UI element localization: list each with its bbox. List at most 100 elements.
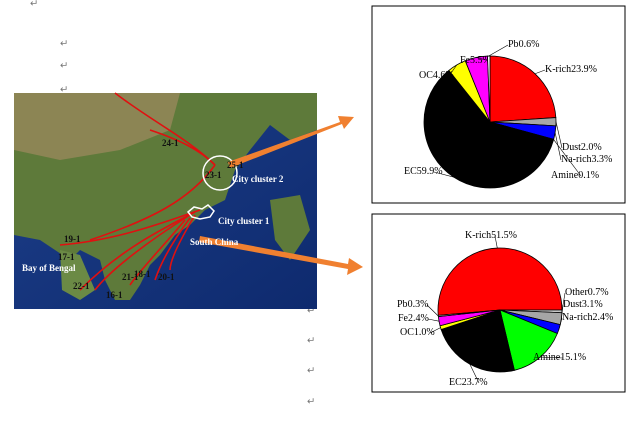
slice-label: Pb0.3% xyxy=(397,299,428,310)
category-label: Amine xyxy=(533,352,561,363)
slice-label: K-rich51.5% xyxy=(465,230,517,241)
paragraph-mark: ↵ xyxy=(30,0,38,9)
leader-line xyxy=(433,171,454,178)
category-label: Dust xyxy=(562,142,581,153)
leader-line xyxy=(448,64,457,77)
leader-line xyxy=(426,304,439,317)
value-label: 2.0% xyxy=(581,142,602,153)
category-label: Pb xyxy=(397,299,408,310)
value-label: 23.7% xyxy=(462,377,488,388)
paragraph-mark: ↵ xyxy=(307,365,315,376)
slice-label: Na-rich3.3% xyxy=(561,154,612,165)
islands xyxy=(270,195,310,260)
map-label: 21-1 xyxy=(122,272,139,282)
leader-line xyxy=(554,132,562,161)
value-label: 0.3% xyxy=(408,299,429,310)
category-label: Na-rich xyxy=(561,154,592,165)
category-label: Dust xyxy=(563,299,582,310)
value-label: 51.5% xyxy=(491,230,517,241)
map-label: 22-1 xyxy=(73,281,90,291)
peninsula xyxy=(60,250,95,300)
map-label: 25-1 xyxy=(227,160,244,170)
value-label: 4.6% xyxy=(433,70,454,81)
map-label: South China xyxy=(190,237,239,247)
category-label: K-rich xyxy=(545,64,571,75)
paragraph-mark: ↵ xyxy=(307,305,315,316)
leader-line xyxy=(427,318,440,322)
map-label: 16-1 xyxy=(106,290,123,300)
pie-charts: K-rich23.9%Dust2.0%Na-rich3.3%Amine0.1%E… xyxy=(397,39,613,388)
category-label: Amine xyxy=(551,170,579,181)
slice-label: EC59.9% xyxy=(404,166,443,177)
slice-label: EC23.7% xyxy=(449,377,488,388)
category-label: K-rich xyxy=(465,230,491,241)
paragraph-mark: ↵ xyxy=(60,38,68,49)
value-label: 0.1% xyxy=(578,170,599,181)
slice-label: OC4.6% xyxy=(419,70,454,81)
map-label: City cluster 1 xyxy=(218,216,270,226)
leader-line xyxy=(555,121,563,149)
arrow xyxy=(199,236,363,275)
slice-label: Pb0.6% xyxy=(508,39,539,50)
category-label: OC xyxy=(419,70,433,81)
slice-label: Fe5.5% xyxy=(460,55,491,66)
leader-line xyxy=(540,356,564,359)
category-label: Other xyxy=(565,287,588,298)
leader-line xyxy=(558,317,563,330)
slice-label: Other0.7% xyxy=(565,287,609,298)
map-label: City cluster 2 xyxy=(232,174,284,184)
leader-line xyxy=(534,69,546,75)
map-label: Bay of Bengal xyxy=(22,263,76,273)
paragraph-marks: ↵ ↵ ↵ ↵ ↵ ↵ ↵ ↵ xyxy=(30,0,315,407)
leader-line xyxy=(561,304,564,319)
category-label: OC xyxy=(400,327,414,338)
slice-label: K-rich23.9% xyxy=(545,64,597,75)
slice-label: Dust2.0% xyxy=(562,142,602,153)
slice-label: Na-rich2.4% xyxy=(562,312,613,323)
pie-slice xyxy=(423,69,555,189)
slice-label: OC1.0% xyxy=(400,327,435,338)
map-label: 17-1 xyxy=(58,252,75,262)
slice-label: Fe2.4% xyxy=(398,313,429,324)
cluster-outline xyxy=(186,204,215,220)
value-label: 5.5% xyxy=(470,55,491,66)
category-label: Na-rich xyxy=(562,312,593,323)
category-label: Fe xyxy=(398,313,409,324)
value-label: 0.6% xyxy=(519,39,540,50)
category-label: EC xyxy=(449,377,462,388)
category-label: EC xyxy=(404,166,417,177)
pie-slice xyxy=(489,55,557,123)
category-label: Fe xyxy=(460,55,471,66)
paragraph-mark: ↵ xyxy=(307,396,315,407)
map-label: 20-1 xyxy=(158,272,175,282)
leader-line xyxy=(494,235,498,249)
pie-slice xyxy=(437,247,563,316)
leader-line xyxy=(488,44,509,57)
slice-label: Dust3.1% xyxy=(563,299,603,310)
map-label: 19-1 xyxy=(64,234,81,244)
value-label: 59.9% xyxy=(417,166,443,177)
value-label: 1.0% xyxy=(414,327,435,338)
paragraph-mark: ↵ xyxy=(60,84,68,95)
value-label: 0.7% xyxy=(588,287,609,298)
cluster-circle xyxy=(202,155,238,191)
leader-line xyxy=(429,327,441,334)
paragraph-mark: ↵ xyxy=(307,335,315,346)
pie-slice xyxy=(499,309,558,371)
value-label: 2.4% xyxy=(593,312,614,323)
leader-line xyxy=(469,364,480,384)
paragraph-mark: ↵ xyxy=(60,60,68,71)
category-label: Pb xyxy=(508,39,519,50)
value-label: 3.3% xyxy=(592,154,613,165)
value-label: 3.1% xyxy=(582,299,603,310)
slice-label: Amine0.1% xyxy=(551,170,599,181)
map-label: 24-1 xyxy=(162,138,179,148)
trajectories xyxy=(59,92,216,291)
value-label: 15.1% xyxy=(560,352,586,363)
value-label: 23.9% xyxy=(571,64,597,75)
slice-label: Amine15.1% xyxy=(533,352,586,363)
arrow xyxy=(228,116,354,168)
map-label: 23-1 xyxy=(205,170,222,180)
